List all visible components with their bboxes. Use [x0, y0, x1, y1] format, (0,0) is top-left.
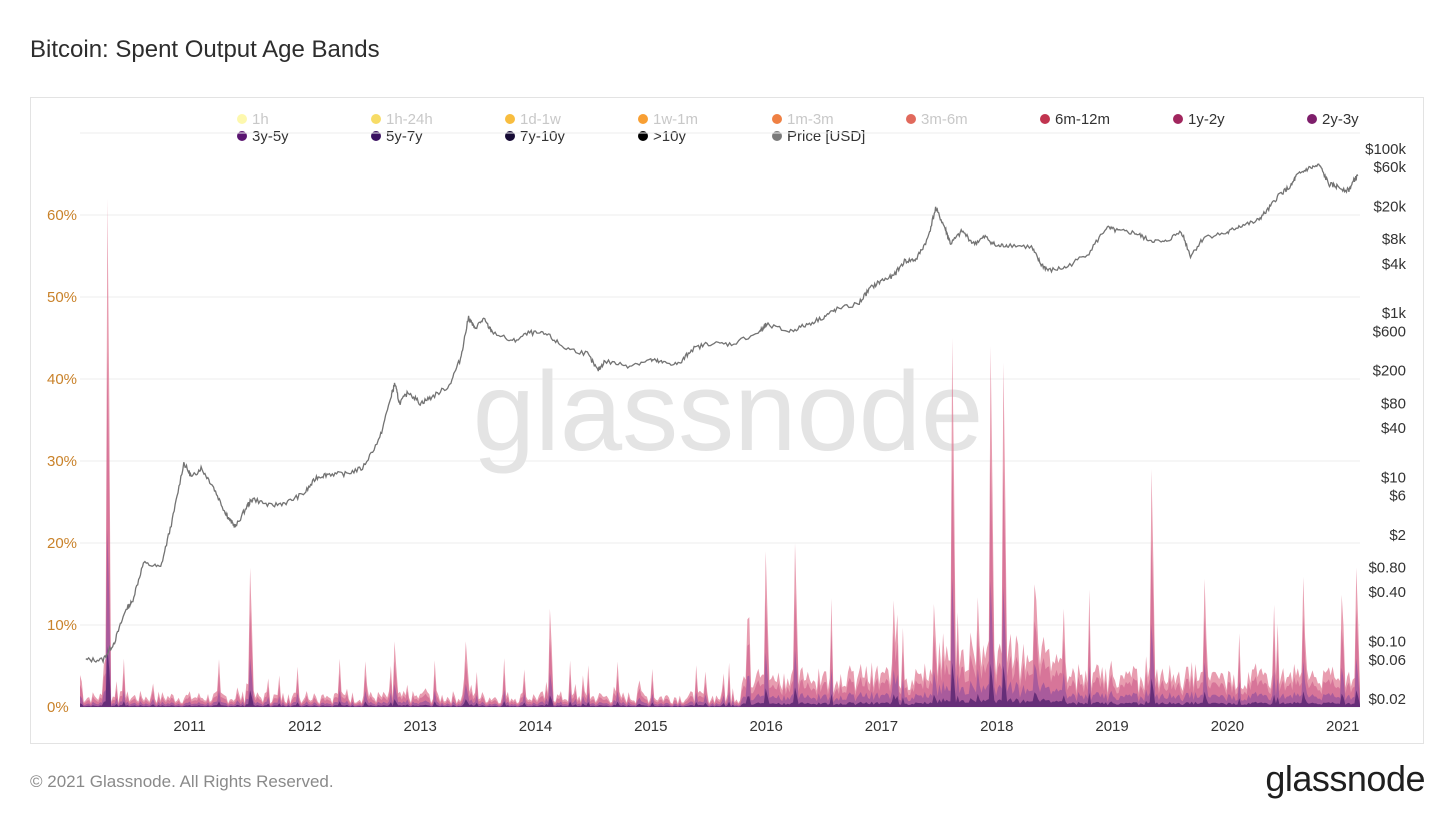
y-right-tick-label: $0.06 — [1368, 652, 1406, 669]
legend-item[interactable]: 1w-1m — [638, 111, 698, 128]
band-area-3y-5y — [80, 529, 1360, 707]
x-tick-label: 2015 — [634, 718, 667, 735]
y-right-tick-label: $0.10 — [1368, 634, 1406, 651]
legend-item[interactable]: 3y-5y — [237, 128, 289, 145]
legend-swatch-icon — [1040, 114, 1050, 124]
y-right-tick-label: $4k — [1382, 256, 1407, 273]
left-axis-ticks: 0% 10% 20% 30% 40% 50% 60% — [47, 207, 77, 716]
x-tick-label: 2018 — [980, 718, 1013, 735]
legend-swatch-icon — [1173, 114, 1183, 124]
right-axis-ticks: $100k$60k $20k $8k $4k $1k$600 $200 $80 $40 $10 $… — [1365, 141, 1406, 708]
x-tick-label: 2013 — [403, 718, 436, 735]
y-left-tick-label: 30% — [47, 453, 77, 470]
y-left-tick-label: 60% — [47, 207, 77, 224]
legend-item[interactable]: 2y-3y — [1307, 111, 1359, 128]
y-left-tick-label: 20% — [47, 535, 77, 552]
y-right-tick-label: $60k — [1373, 159, 1406, 176]
y-right-tick-label: $200 — [1373, 363, 1406, 380]
y-left-tick-label: 40% — [47, 371, 77, 388]
y-right-tick-label: $8k — [1382, 231, 1407, 248]
price-usd-line — [85, 163, 1359, 665]
x-tick-label: 2021 — [1326, 718, 1359, 735]
x-tick-label: 2019 — [1095, 718, 1128, 735]
legend-swatch-icon — [237, 131, 247, 141]
x-tick-label: 2017 — [865, 718, 898, 735]
legend-item[interactable]: 3m-6m — [906, 111, 968, 128]
x-axis-ticks: 2011 2012 2013 2014 2015 2016 2017 2018 2019 2020… — [173, 718, 1359, 735]
y-right-tick-label: $20k — [1373, 198, 1406, 215]
legend-item[interactable]: >10y — [638, 128, 686, 145]
legend-swatch-icon — [505, 114, 515, 124]
legend-item[interactable]: 5y-7y — [371, 128, 423, 145]
watermark: glassnode — [473, 349, 984, 474]
legend-item[interactable]: 1y-2y — [1173, 111, 1225, 128]
legend-item[interactable]: 6m-12m — [1040, 111, 1110, 128]
legend-swatch-icon — [906, 114, 916, 124]
x-tick-label: 2020 — [1211, 718, 1244, 735]
x-tick-label: 2016 — [749, 718, 782, 735]
legend-item[interactable]: 1h — [237, 111, 269, 128]
legend-item[interactable]: 1d-1w — [505, 111, 561, 128]
y-right-tick-label: $600 — [1373, 323, 1406, 340]
glassnode-logo[interactable]: glassnode — [1265, 758, 1425, 799]
legend-label: 2y-3y — [1322, 111, 1359, 128]
legend-label: 6m-12m — [1055, 111, 1111, 128]
legend-swatch-icon — [638, 114, 648, 124]
legend-label: Price [USD] — [787, 128, 866, 145]
legend-swatch-icon — [638, 131, 648, 141]
y-right-tick-label: $10 — [1381, 469, 1406, 486]
legend-label: 5y-7y — [386, 128, 423, 145]
y-right-tick-label: $1k — [1382, 305, 1407, 322]
x-tick-label: 2014 — [519, 718, 552, 735]
y-right-tick-label: $100k — [1365, 141, 1406, 158]
legend-label: 1w-1m — [653, 111, 699, 128]
legend-swatch-icon — [505, 131, 515, 141]
chart-frame — [30, 97, 1424, 744]
legend-label: 3m-6m — [921, 111, 968, 128]
y-left-tick-label: 50% — [47, 289, 77, 306]
legend-label: >10y — [653, 128, 686, 145]
y-right-tick-label: $80 — [1381, 395, 1406, 412]
y-right-tick-label: $0.80 — [1368, 559, 1406, 576]
legend-label: 1y-2y — [1188, 111, 1225, 128]
legend-label: 1h — [252, 111, 269, 128]
y-left-tick-label: 10% — [47, 617, 77, 634]
x-tick-label: 2012 — [288, 718, 321, 735]
y-right-tick-label: $2 — [1389, 527, 1406, 544]
y-left-tick-label: 0% — [47, 699, 69, 716]
legend-item[interactable]: 1h-24h — [371, 111, 433, 128]
y-right-tick-label: $40 — [1381, 420, 1406, 437]
legend-label: 1h-24h — [386, 111, 433, 128]
price-line — [85, 163, 1359, 665]
legend-item[interactable]: Price [USD] — [772, 128, 865, 145]
legend-swatch-icon — [1307, 114, 1317, 124]
copyright-footer: © 2021 Glassnode. All Rights Reserved. — [30, 772, 334, 791]
legend-swatch-icon — [371, 131, 381, 141]
y-right-tick-label: $6 — [1389, 488, 1406, 505]
y-right-tick-label: $0.40 — [1368, 584, 1406, 601]
legend-swatch-icon — [237, 114, 247, 124]
legend-swatch-icon — [772, 131, 782, 141]
legend-item[interactable]: 1m-3m — [772, 111, 834, 128]
x-tick-label: 2011 — [173, 718, 205, 735]
legend-label: 1d-1w — [520, 111, 561, 128]
legend-label: 7y-10y — [520, 128, 566, 145]
page-title: Bitcoin: Spent Output Age Bands — [30, 36, 380, 63]
legend-label: 3y-5y — [252, 128, 289, 145]
legend-swatch-icon — [371, 114, 381, 124]
legend-label: 1m-3m — [787, 111, 834, 128]
legend-swatch-icon — [772, 114, 782, 124]
legend-item[interactable]: 7y-10y — [505, 128, 565, 145]
y-right-tick-label: $0.02 — [1368, 691, 1406, 708]
